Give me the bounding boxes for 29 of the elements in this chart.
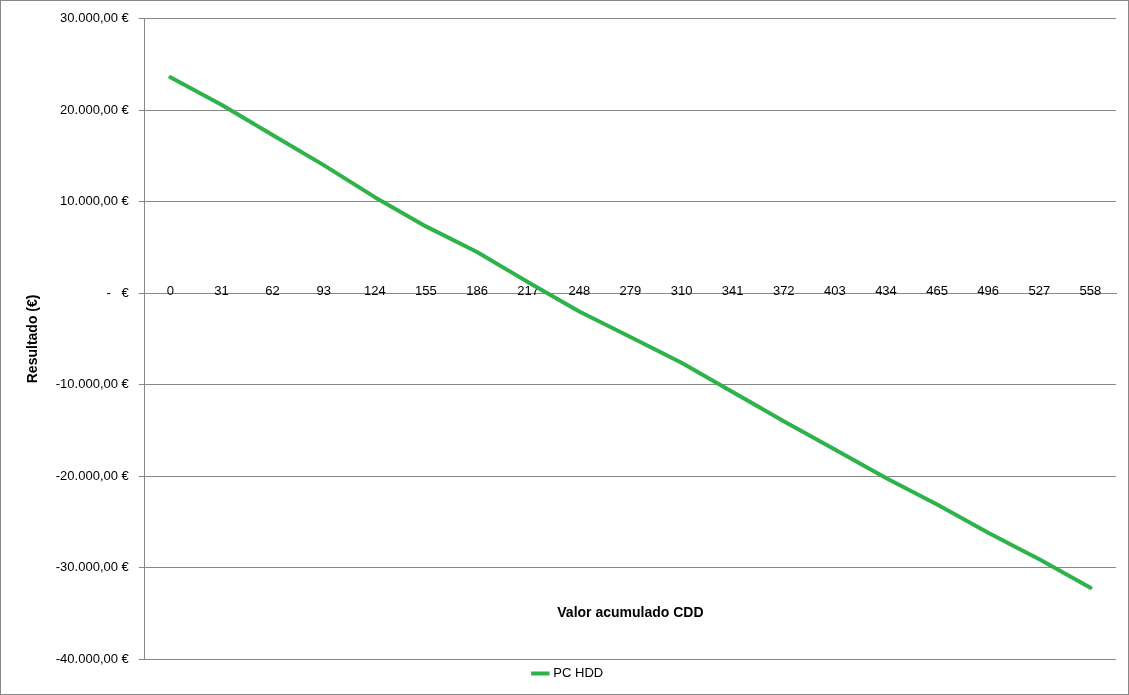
- y-tick-label: -30.000,00 €: [55, 559, 130, 575]
- y-axis-title: Resultado (€): [24, 294, 41, 384]
- y-tick-label: 10.000,00 €: [60, 193, 130, 209]
- x-tick-label: 341: [721, 282, 744, 298]
- x-axis-title: Valor acumulado CDD: [557, 604, 704, 621]
- x-tick-label: 465: [926, 282, 948, 298]
- x-tick-label: 279: [619, 282, 642, 298]
- y-tick-label: -10.000,00 €: [55, 376, 130, 392]
- y-tick-label: -20.000,00 €: [55, 467, 130, 483]
- x-tick-label: 310: [670, 282, 693, 298]
- x-tick-label: 155: [415, 282, 437, 298]
- x-tick-label: 372: [772, 282, 795, 298]
- x-tick-label: 124: [363, 282, 386, 298]
- x-tick-label: 186: [466, 282, 488, 298]
- x-tick-label: 0: [166, 282, 174, 298]
- y-tick-label: - €: [106, 284, 130, 300]
- x-tick-label: 62: [265, 282, 280, 298]
- x-tick-label: 31: [214, 282, 229, 298]
- x-tick-label: 434: [875, 282, 897, 298]
- legend-label: PC HDD: [553, 665, 604, 681]
- x-tick-label: 527: [1028, 282, 1051, 298]
- x-tick-label: 558: [1079, 282, 1102, 298]
- y-tick-label: -40.000,00 €: [55, 650, 130, 666]
- y-tick-label: 30.000,00 €: [60, 10, 130, 26]
- x-tick-label: 93: [316, 282, 331, 298]
- x-tick-label: 248: [568, 282, 591, 298]
- x-tick-label: 403: [824, 282, 846, 298]
- y-tick-label: 20.000,00 €: [60, 101, 130, 117]
- x-tick-label: 496: [977, 282, 1000, 298]
